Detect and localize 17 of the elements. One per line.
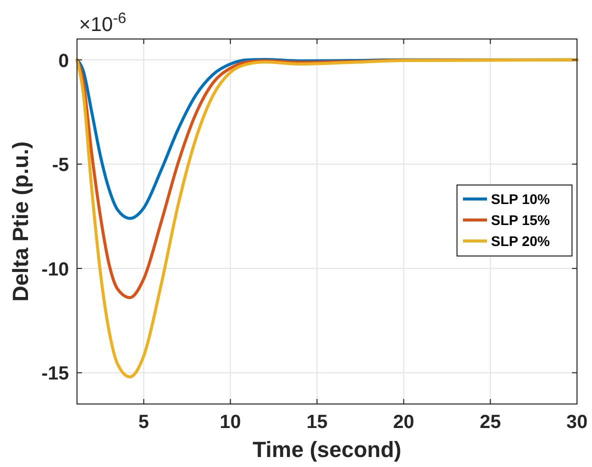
x-tick-label: 30 xyxy=(566,412,588,433)
x-axis-title: Time (second) xyxy=(252,437,402,462)
x-tick-label: 15 xyxy=(306,412,328,433)
legend-label: SLP 15% xyxy=(491,212,550,228)
legend-label: SLP 10% xyxy=(491,191,550,207)
legend-label: SLP 20% xyxy=(491,233,550,249)
y-tick-label: -15 xyxy=(42,364,70,385)
text: ×10$^{-6}$ xyxy=(79,10,126,36)
x-tick-label: 5 xyxy=(138,412,150,433)
x-tick-label: 20 xyxy=(393,412,414,433)
y-tick-label: 0 xyxy=(58,50,69,72)
line-series xyxy=(76,58,578,378)
x-tick-label: 10 xyxy=(220,412,241,433)
y-axis-title: Delta Ptie (p.u.) xyxy=(8,141,33,302)
y-tick-label: -5 xyxy=(52,155,70,176)
y-tick-label: -10 xyxy=(42,259,69,280)
x-tick-label: 25 xyxy=(480,412,502,433)
